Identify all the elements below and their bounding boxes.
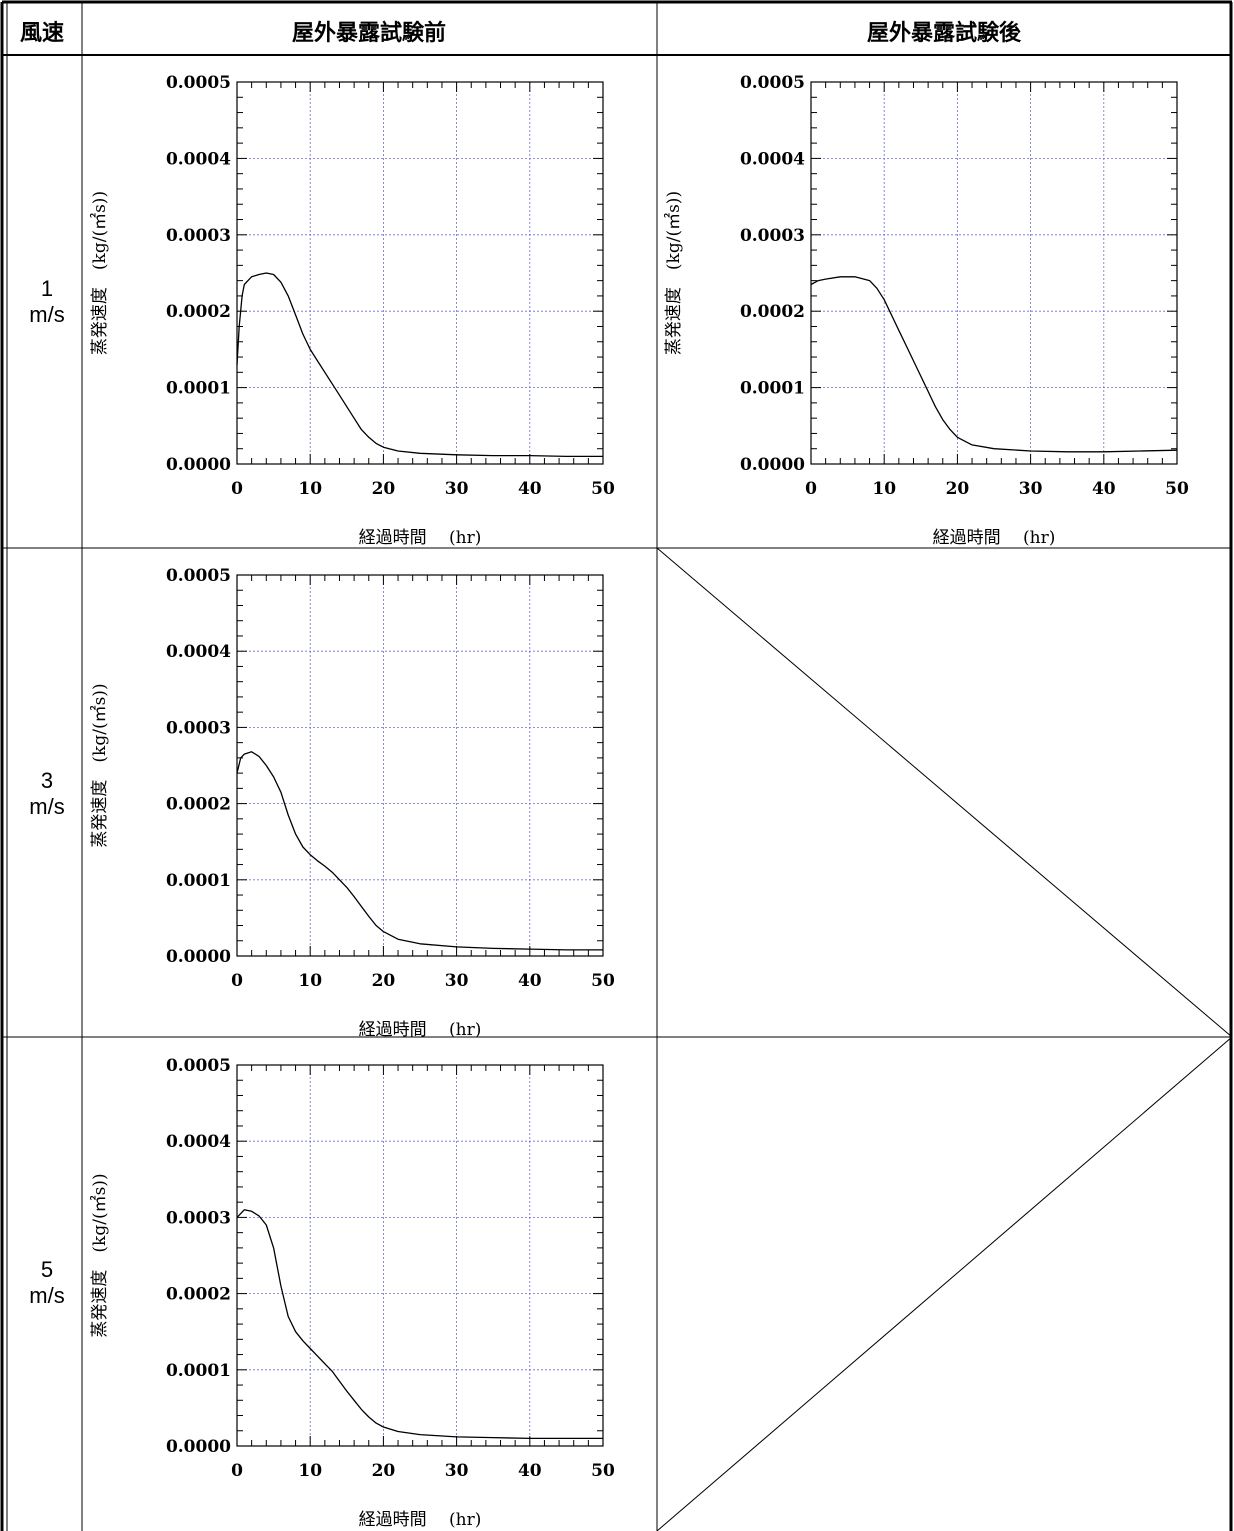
x-tick-label: 30 — [1019, 479, 1043, 499]
y-tick-label: 0.0003 — [166, 226, 231, 246]
x-tick-label: 40 — [1092, 479, 1116, 499]
x-tick-label: 0 — [231, 479, 243, 499]
x-tick-label: 10 — [298, 479, 322, 499]
wind-speed-5-number: 5 — [41, 1257, 53, 1282]
y-tick-label: 0.0004 — [166, 1132, 231, 1152]
x-tick-label: 50 — [591, 971, 615, 991]
y-axis-label: 蒸発速度 (kg/(㎡s)) — [90, 1173, 110, 1337]
y-tick-label: 0.0002 — [166, 1285, 231, 1305]
y-tick-label: 0.0004 — [166, 149, 231, 169]
chart-5ms-before: 0 10 20 30 40 50 0.0000 0.0001 0.0002 0.0003 0.000… — [90, 1056, 615, 1530]
x-tick-label: 30 — [445, 479, 469, 499]
x-tick-label: 50 — [591, 1461, 615, 1481]
x-tick-label: 50 — [1165, 479, 1189, 499]
x-tick-label: 20 — [372, 971, 396, 991]
evaporation-rate-line — [810, 276, 1178, 453]
empty-cell-diagonal-3ms — [656, 547, 1233, 1038]
y-tick-label: 0.0003 — [166, 718, 231, 738]
y-tick-label: 0.0005 — [166, 566, 231, 586]
x-tick-label: 30 — [445, 971, 469, 991]
plot-area — [236, 81, 604, 465]
x-tick-label: 0 — [231, 971, 243, 991]
y-axis-label: 蒸発速度 (kg/(㎡s)) — [664, 191, 684, 355]
y-axis-label: 蒸発速度 (kg/(㎡s)) — [90, 191, 110, 355]
chart-1ms-after: 0 10 20 30 40 50 0.0000 0.0001 0.0002 0.0003 0.000… — [664, 73, 1189, 548]
x-tick-label: 20 — [946, 479, 970, 499]
y-tick-label: 0.0001 — [166, 871, 231, 891]
header-after-exposure: 屋外暴露試験後 — [867, 20, 1022, 46]
wind-speed-1-unit: m/s — [29, 302, 64, 327]
x-tick-label: 20 — [372, 479, 396, 499]
x-axis-label: 経過時間 (hr) — [359, 1510, 482, 1530]
y-tick-label: 0.0001 — [166, 379, 231, 399]
evaporation-rate-line — [236, 272, 603, 458]
y-tick-label: 0.0005 — [740, 73, 805, 93]
x-tick-label: 0 — [231, 1461, 243, 1481]
y-tick-label: 0.0001 — [166, 1361, 231, 1381]
x-tick-label: 0 — [805, 479, 817, 499]
x-tick-label: 50 — [591, 479, 615, 499]
evaporation-rate-line — [236, 751, 603, 951]
x-axis-label: 経過時間 (hr) — [359, 528, 482, 548]
plot-area — [236, 574, 604, 957]
x-tick-label: 40 — [518, 1461, 542, 1481]
wind-speed-1-number: 1 — [41, 276, 53, 301]
y-tick-label: 0.0002 — [166, 795, 231, 815]
y-tick-label: 0.0003 — [166, 1208, 231, 1228]
x-tick-label: 30 — [445, 1461, 469, 1481]
y-tick-label: 0.0002 — [166, 302, 231, 322]
y-tick-label: 0.0004 — [740, 149, 805, 169]
header-wind-speed: 風速 — [20, 20, 64, 46]
x-tick-label: 40 — [518, 479, 542, 499]
x-axis-label: 経過時間 (hr) — [359, 1020, 482, 1040]
x-tick-label: 10 — [298, 971, 322, 991]
y-tick-label: 0.0002 — [740, 302, 805, 322]
wind-speed-3-unit: m/s — [29, 794, 64, 819]
x-axis-label: 経過時間 (hr) — [933, 528, 1056, 548]
y-tick-label: 0.0001 — [740, 379, 805, 399]
x-tick-label: 10 — [872, 479, 896, 499]
y-tick-label: 0.0000 — [740, 455, 805, 475]
y-tick-label: 0.0005 — [166, 1056, 231, 1076]
y-axis-label: 蒸発速度 (kg/(㎡s)) — [90, 683, 110, 847]
wind-speed-5-unit: m/s — [29, 1283, 64, 1308]
y-tick-label: 0.0000 — [166, 947, 231, 967]
y-tick-label: 0.0000 — [166, 455, 231, 475]
x-tick-label: 10 — [298, 1461, 322, 1481]
y-tick-label: 0.0005 — [166, 73, 231, 93]
wind-speed-3-number: 3 — [41, 768, 53, 793]
evaporation-rate-line — [236, 1209, 603, 1440]
chart-3ms-before: 0 10 20 30 40 50 0.0000 0.0001 0.0002 0.0003 0.000… — [90, 566, 615, 1040]
plot-area — [236, 1064, 604, 1447]
chart-1ms-before: 0 10 20 30 40 50 0.0000 0.0001 0.0002 0.0003 0.000… — [90, 73, 615, 548]
header-before-exposure: 屋外暴露試験前 — [292, 20, 446, 46]
x-tick-label: 40 — [518, 971, 542, 991]
empty-cell-diagonal-5ms — [656, 1036, 1233, 1531]
y-tick-label: 0.0004 — [166, 642, 231, 662]
y-tick-label: 0.0000 — [166, 1437, 231, 1457]
y-tick-label: 0.0003 — [740, 226, 805, 246]
plot-area — [810, 81, 1178, 465]
x-tick-label: 20 — [372, 1461, 396, 1481]
